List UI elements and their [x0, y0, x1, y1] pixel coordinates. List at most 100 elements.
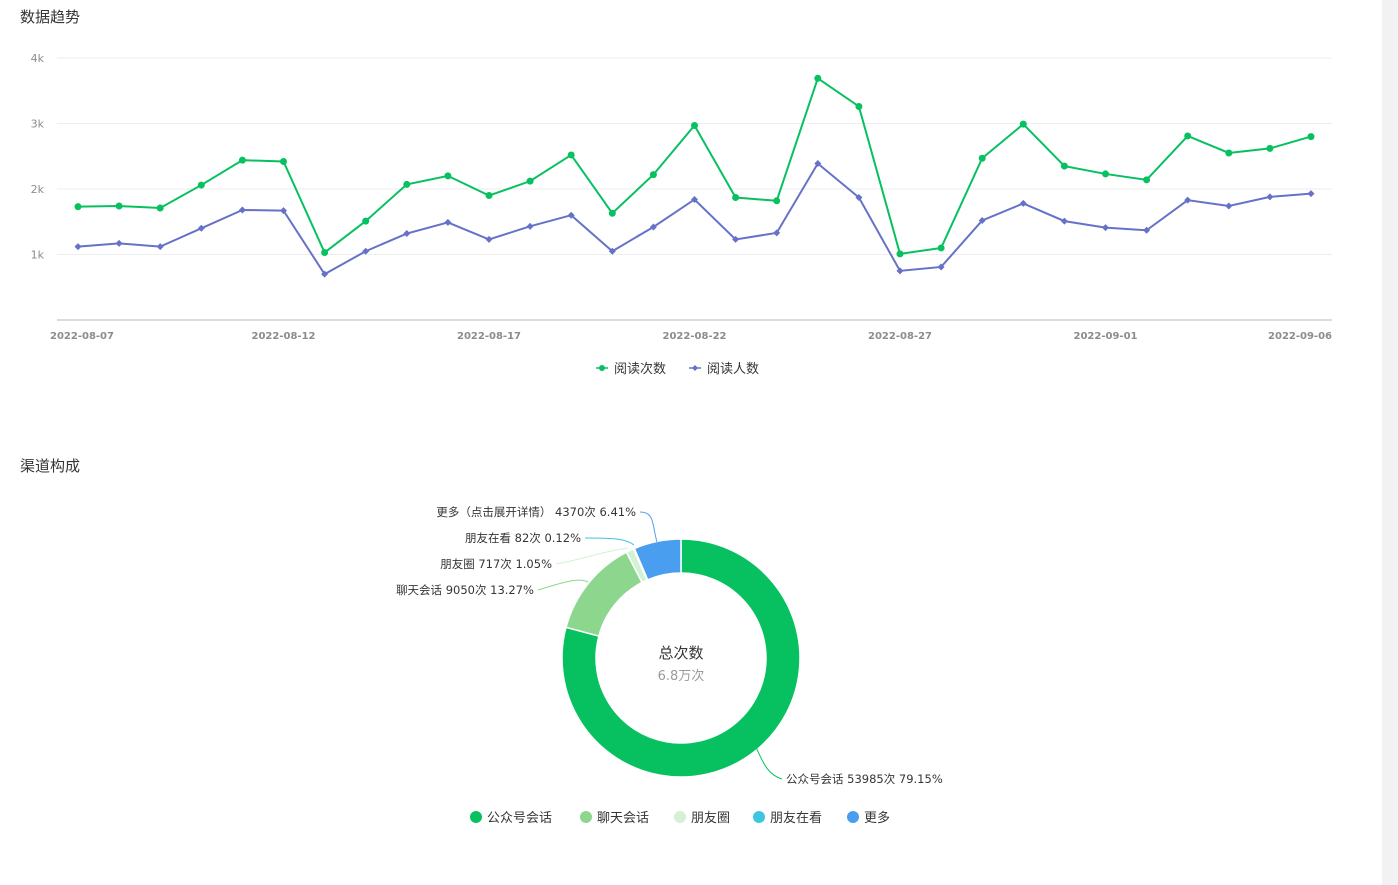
center-value: 6.8万次	[658, 668, 705, 684]
data-point[interactable]	[855, 194, 863, 202]
data-point[interactable]	[1225, 202, 1233, 210]
slice-label: 公众号会话 53985次 79.15%	[786, 772, 943, 786]
pie-legend-item-5[interactable]: 更多	[847, 810, 890, 826]
data-point[interactable]	[156, 204, 164, 212]
data-point[interactable]	[1266, 193, 1274, 201]
leader-line	[639, 511, 658, 543]
data-point[interactable]	[74, 243, 82, 251]
pie-legend-item-3[interactable]: 朋友圈	[674, 810, 730, 826]
leader-line	[555, 547, 629, 565]
legend-item-1[interactable]: 阅读次数	[596, 361, 666, 377]
y-tick-label: 1k	[31, 249, 45, 262]
data-point[interactable]	[362, 247, 370, 255]
data-point[interactable]	[1143, 176, 1151, 184]
data-point[interactable]	[937, 263, 945, 271]
data-point[interactable]	[567, 211, 575, 219]
data-point[interactable]	[1266, 144, 1274, 152]
data-point[interactable]	[238, 156, 246, 164]
pie-legend-item-2[interactable]: 聊天会话	[580, 811, 649, 826]
data-point[interactable]	[1184, 196, 1192, 204]
data-point[interactable]	[115, 202, 123, 210]
legend-marker	[599, 365, 605, 371]
data-point[interactable]	[732, 235, 740, 243]
legend-marker	[753, 811, 765, 823]
data-point[interactable]	[691, 195, 698, 203]
x-tick-label: 2022-08-22	[663, 331, 727, 342]
leader-line	[537, 579, 589, 591]
legend-item-2[interactable]: 阅读人数	[689, 362, 759, 377]
data-point[interactable]	[649, 171, 657, 179]
data-point[interactable]	[321, 249, 329, 257]
data-point[interactable]	[691, 121, 698, 129]
data-point[interactable]	[978, 154, 986, 162]
data-point[interactable]	[197, 224, 205, 232]
pie-legend-item-1[interactable]: 公众号会话	[470, 811, 552, 826]
data-point[interactable]	[814, 159, 822, 167]
legend-label: 朋友在看	[770, 810, 822, 826]
pie-slice[interactable]	[565, 551, 644, 637]
data-point[interactable]	[1019, 120, 1027, 128]
scrollbar-track[interactable]	[1382, 0, 1398, 885]
x-tick-label: 2022-08-12	[252, 331, 316, 342]
x-tick-label: 2022-08-27	[868, 331, 932, 342]
data-point[interactable]	[1225, 149, 1233, 157]
slice-label: 朋友圈 717次 1.05%	[440, 557, 552, 571]
data-point[interactable]	[321, 270, 329, 278]
pie-legend-item-4[interactable]: 朋友在看	[753, 810, 822, 826]
data-point[interactable]	[197, 181, 205, 189]
data-point[interactable]	[937, 244, 945, 252]
data-point[interactable]	[115, 239, 123, 247]
data-point[interactable]	[1102, 224, 1109, 232]
data-point[interactable]	[608, 247, 616, 255]
data-point[interactable]	[403, 230, 411, 238]
data-point[interactable]	[978, 216, 986, 224]
data-point[interactable]	[855, 102, 863, 110]
data-point[interactable]	[896, 250, 904, 258]
data-point[interactable]	[1307, 133, 1315, 141]
data-point[interactable]	[238, 206, 246, 214]
data-point[interactable]	[649, 223, 657, 231]
x-tick-label: 2022-08-07	[50, 331, 114, 342]
data-point[interactable]	[1184, 132, 1192, 140]
data-point[interactable]	[567, 151, 575, 159]
data-point[interactable]	[773, 197, 781, 205]
data-point[interactable]	[156, 243, 164, 251]
data-point[interactable]	[732, 194, 740, 202]
data-point[interactable]	[1060, 162, 1068, 170]
data-point[interactable]	[896, 267, 904, 275]
data-point[interactable]	[526, 177, 534, 185]
data-point[interactable]	[1019, 199, 1027, 207]
x-tick-label: 2022-08-17	[457, 331, 521, 342]
legend-label: 阅读次数	[614, 361, 666, 377]
data-point[interactable]	[814, 74, 822, 82]
pie-slice[interactable]	[633, 538, 682, 581]
data-point[interactable]	[280, 157, 287, 165]
data-point[interactable]	[608, 209, 616, 217]
data-point[interactable]	[526, 222, 534, 230]
pie-slice[interactable]	[561, 538, 801, 778]
y-tick-label: 4k	[31, 52, 45, 65]
slice-label: 更多（点击展开详情） 4370次 6.41%	[436, 505, 636, 519]
data-point[interactable]	[444, 172, 452, 180]
data-point[interactable]	[74, 203, 82, 211]
data-point[interactable]	[280, 207, 287, 215]
legend-marker	[847, 811, 859, 823]
data-point[interactable]	[1102, 170, 1109, 178]
leader-line	[754, 744, 783, 780]
data-point[interactable]	[1143, 226, 1151, 234]
legend-marker	[674, 811, 686, 823]
data-point[interactable]	[1307, 190, 1315, 198]
data-point[interactable]	[362, 217, 370, 225]
legend-label: 朋友圈	[691, 810, 730, 826]
legend-label: 公众号会话	[487, 811, 552, 826]
data-point[interactable]	[485, 235, 493, 243]
data-point[interactable]	[485, 192, 493, 200]
data-point[interactable]	[403, 180, 411, 188]
data-point[interactable]	[773, 229, 781, 237]
data-point[interactable]	[1060, 217, 1068, 225]
data-point[interactable]	[444, 218, 452, 226]
center-title: 总次数	[658, 644, 703, 662]
trend-section-title: 数据趋势	[20, 8, 81, 26]
legend-marker	[692, 365, 698, 371]
